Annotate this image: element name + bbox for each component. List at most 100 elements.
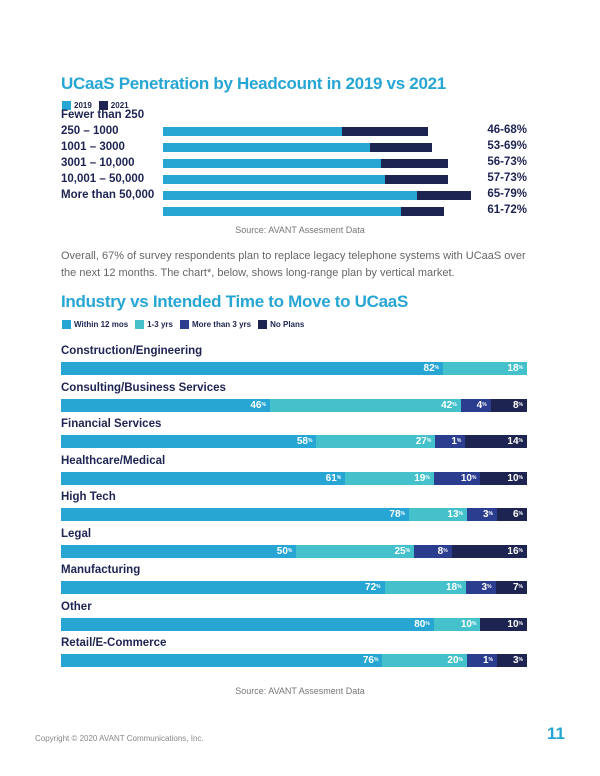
bar-2019 xyxy=(163,143,370,152)
legend-item: 2021 xyxy=(98,101,129,110)
segment-label: 25% xyxy=(394,545,411,557)
segment-label: 8% xyxy=(512,399,523,411)
category-label: More than 50,000 xyxy=(61,189,155,201)
bar-segment: 8% xyxy=(490,398,527,412)
value-label: 61-72% xyxy=(487,204,527,216)
bar-2021 xyxy=(342,127,429,136)
legend-label: 1-3 yrs xyxy=(147,320,173,329)
legend-swatch xyxy=(179,320,189,329)
legend-item: More than 3 yrs xyxy=(179,320,252,329)
bar-segment: 10% xyxy=(433,471,481,485)
category-label: Consulting/Business Services xyxy=(61,381,226,394)
legend-label: No Plans xyxy=(270,320,305,329)
segment-label: 6% xyxy=(512,509,523,520)
category-label: Retail/E-Commerce xyxy=(61,637,167,649)
value-label: 57-73% xyxy=(487,172,527,184)
bar-segment: 50% xyxy=(61,544,297,558)
legend-item: 1-3 yrs xyxy=(135,320,173,329)
value-label: 56-73% xyxy=(487,156,527,168)
bar-segment: 10% xyxy=(480,471,527,485)
segment-label: 72% xyxy=(365,582,381,593)
segment-label: 10% xyxy=(507,472,523,484)
category-label: 1001 – 3000 xyxy=(61,141,125,153)
legend-label: More than 3 yrs xyxy=(191,320,252,329)
bar-segment: 27% xyxy=(316,435,436,448)
legend-swatch xyxy=(62,101,71,110)
bar-segment: 3% xyxy=(467,508,497,521)
segment-label: 46% xyxy=(250,399,266,411)
category-label: Fewer than 250 xyxy=(61,109,145,121)
bar-segment: 76% xyxy=(61,654,383,667)
segment-label: 78% xyxy=(389,509,405,520)
bar-segment: 8% xyxy=(414,544,452,558)
bar-2019 xyxy=(163,127,343,136)
legend-item: Within 12 mos xyxy=(62,320,128,329)
segment-label: 7% xyxy=(512,582,523,593)
value-label: 53-69% xyxy=(487,140,527,152)
segment-label: 10% xyxy=(507,618,523,630)
bar-segment: 61% xyxy=(61,471,346,485)
segment-label: 80% xyxy=(414,618,430,630)
segment-label: 19% xyxy=(414,472,430,484)
bar-segment: 25% xyxy=(296,544,415,558)
category-label: Legal xyxy=(61,527,92,540)
legend-swatch xyxy=(135,320,145,329)
bar-segment: 20% xyxy=(382,654,467,667)
legend-label: 2019 xyxy=(74,101,92,110)
bar-2021 xyxy=(416,191,472,200)
copyright: Copyright © 2020 AVANT Communications, I… xyxy=(35,734,204,743)
bar-segment: 13% xyxy=(409,508,467,521)
segment-label: 1% xyxy=(482,655,493,666)
segment-label: 3% xyxy=(512,655,523,666)
segment-label: 16% xyxy=(507,545,523,557)
bar-segment: 78% xyxy=(61,508,409,521)
chart2-title: Industry vs Intended Time to Move to UCa… xyxy=(61,292,408,311)
chart2-source: Source: AVANT Assesment Data xyxy=(235,686,365,696)
segment-label: 18% xyxy=(445,582,462,593)
segment-label: 1% xyxy=(451,436,462,447)
bar-segment: 80% xyxy=(61,617,434,631)
chart1-source: Source: AVANT Assesment Data xyxy=(235,225,365,235)
bar-segment: 1% xyxy=(435,435,466,448)
category-label: Financial Services xyxy=(61,418,162,430)
bar-segment: 42% xyxy=(269,398,461,412)
bar-segment: 1% xyxy=(467,654,497,667)
segment-label: 10% xyxy=(460,472,477,484)
bar-2019 xyxy=(163,159,382,168)
segment-label: 3% xyxy=(481,582,492,593)
bar-segment: 19% xyxy=(345,471,434,485)
bar-2019 xyxy=(163,191,417,200)
legend-item: 2019 xyxy=(62,101,92,110)
segment-label: 50% xyxy=(276,545,293,557)
bar-segment: 18% xyxy=(384,581,466,594)
category-label: Construction/Engineering xyxy=(61,345,203,357)
segment-label: 27% xyxy=(415,436,432,447)
segment-label: 3% xyxy=(482,509,493,520)
segment-label: 8% xyxy=(437,545,448,557)
body-paragraph: Overall, 67% of survey respondents plan … xyxy=(61,250,526,279)
segment-label: 10% xyxy=(460,618,477,630)
page-number: 11 xyxy=(547,724,565,743)
segment-label: 18% xyxy=(507,363,523,374)
value-label: 46-68% xyxy=(487,124,527,136)
chart2-legend: Within 12 mos 1-3 yrs More than 3 yrs No… xyxy=(62,320,304,329)
bar-2021 xyxy=(369,143,433,152)
bar-segment: 58% xyxy=(61,435,317,448)
segment-label: 82% xyxy=(423,363,440,374)
bar-2021 xyxy=(381,159,448,168)
bar-2019 xyxy=(163,207,401,216)
legend-swatch xyxy=(258,320,268,329)
category-label: 250 – 1000 xyxy=(61,125,119,137)
bar-segment: 7% xyxy=(495,581,527,594)
bar-2019 xyxy=(163,175,386,184)
category-label: 3001 – 10,000 xyxy=(61,157,135,169)
segment-label: 20% xyxy=(447,655,463,666)
segment-label: 58% xyxy=(296,436,313,447)
segment-label: 42% xyxy=(441,399,457,411)
legend-swatch xyxy=(62,320,71,329)
bar-segment: 3% xyxy=(465,581,496,594)
segment-label: 4% xyxy=(476,399,487,411)
category-label: Healthcare/Medical xyxy=(61,454,166,467)
bar-segment: 16% xyxy=(451,544,527,558)
bar-segment: 3% xyxy=(497,654,527,667)
